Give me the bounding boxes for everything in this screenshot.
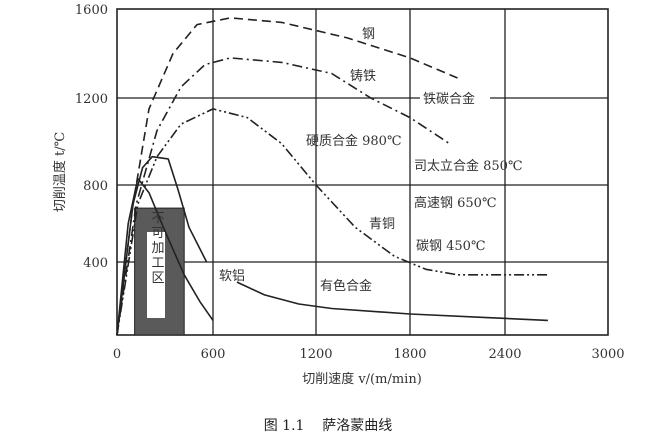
x-tick-label: 2400 (488, 347, 521, 362)
curves (116, 17, 548, 336)
annotation-hss: 高速钢 650℃ (414, 195, 497, 211)
grid (116, 8, 609, 336)
annotation-bronze: 青铜 (369, 217, 395, 232)
x-tick-label: 1800 (393, 347, 426, 362)
x-axis-label: 切削速度 v/(m/min) (302, 371, 422, 387)
annotation-nonferrous: 有色合金 (320, 278, 372, 294)
y-tick-label: 1600 (75, 3, 108, 18)
plot-frame (116, 8, 609, 336)
x-tick-label: 0 (113, 347, 121, 362)
figure-caption: 图 1.1 萨洛蒙曲线 (264, 418, 393, 434)
annotation-iron-carbon: 铁碳合金 (423, 91, 475, 107)
x-tick-label: 600 (201, 347, 226, 362)
series-line (116, 17, 458, 336)
annotation-stellite: 司太立合金 850℃ (414, 158, 523, 174)
annotation-carbon-steel: 碳钢 450℃ (416, 239, 486, 254)
x-tick-label: 3000 (591, 347, 624, 362)
x-tick-label: 1200 (299, 347, 332, 362)
region-label: 不可加工区 (149, 211, 165, 286)
y-axis-label: 切削温度 t/℃ (52, 132, 68, 212)
series-line (116, 177, 214, 336)
annotation-steel: 钢 (362, 27, 375, 42)
tick-labels: 0 600 1200 1800 2400 3000 400 800 1200 1600 (75, 3, 625, 362)
y-tick-label: 400 (83, 256, 108, 271)
series-line (116, 155, 208, 336)
annotation-soft-aluminum: 软铝 (219, 269, 245, 284)
y-tick-label: 800 (83, 179, 108, 194)
series-line (116, 57, 451, 336)
series-line (116, 108, 548, 336)
series-line-continuation (236, 281, 548, 322)
annotation-carbide: 硬质合金 980℃ (306, 133, 402, 149)
y-tick-label: 1200 (75, 92, 108, 107)
annotation-cast-iron: 铸铁 (350, 68, 376, 84)
